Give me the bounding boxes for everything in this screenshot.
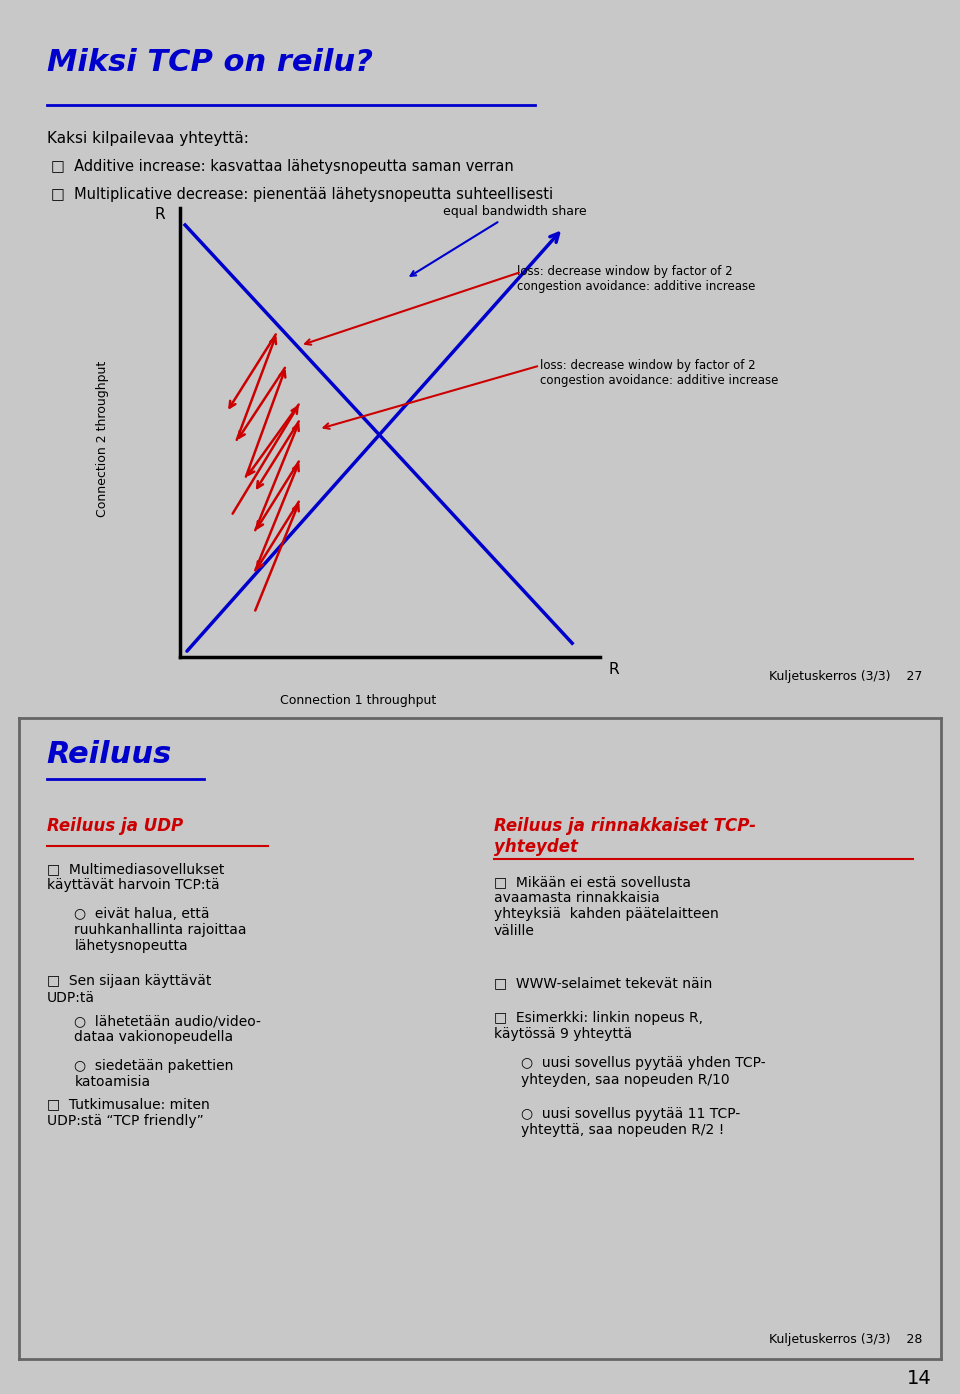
Text: R: R [609,662,619,677]
Text: 14: 14 [906,1369,931,1388]
Text: loss: decrease window by factor of 2
congestion avoidance: additive increase: loss: decrease window by factor of 2 con… [516,265,756,293]
Text: □  Mikään ei estä sovellusta
avaamasta rinnakkaisia
yhteyksiä  kahden päätelaitt: □ Mikään ei estä sovellusta avaamasta ri… [493,875,719,938]
Text: ○  siedetään pakettien
katoamisia: ○ siedetään pakettien katoamisia [75,1059,234,1089]
Text: □  Multimediasovellukset
käyttävät harvoin TCP:tä: □ Multimediasovellukset käyttävät harvoi… [47,861,225,892]
Text: ○  uusi sovellus pyytää yhden TCP-
yhteyden, saa nopeuden R/10: ○ uusi sovellus pyytää yhden TCP- yhteyd… [521,1057,766,1087]
Text: Connection 2 throughput: Connection 2 throughput [96,361,108,517]
Text: □  Tutkimusalue: miten
UDP:stä “TCP friendly”: □ Tutkimusalue: miten UDP:stä “TCP frien… [47,1097,209,1128]
Text: Kuljetuskerros (3/3)    27: Kuljetuskerros (3/3) 27 [769,671,923,683]
Text: □  Sen sijaan käyttävät
UDP:tä: □ Sen sijaan käyttävät UDP:tä [47,974,211,1005]
Text: Reiluus ja UDP: Reiluus ja UDP [47,817,183,835]
Text: ○  eivät halua, että
ruuhkanhallinta rajoittaa
lähetysnopeutta: ○ eivät halua, että ruuhkanhallinta rajo… [75,907,247,953]
Text: Connection 1 throughput: Connection 1 throughput [279,694,436,707]
Text: □  Additive increase: kasvattaa lähetysnopeutta saman verran: □ Additive increase: kasvattaa lähetysno… [52,159,515,174]
Text: □  WWW-selaimet tekevät näin: □ WWW-selaimet tekevät näin [493,976,712,990]
Text: □  Esimerkki: linkin nopeus R,
käytössä 9 yhteyttä: □ Esimerkki: linkin nopeus R, käytössä 9… [493,1011,703,1041]
Text: ○  lähetetään audio/video-
dataa vakionopeudella: ○ lähetetään audio/video- dataa vakionop… [75,1015,261,1044]
Text: Reiluus: Reiluus [47,740,172,769]
Text: □  Multiplicative decrease: pienentää lähetysnopeutta suhteellisesti: □ Multiplicative decrease: pienentää läh… [52,187,554,202]
Text: Reiluus ja rinnakkaiset TCP-
yhteydet: Reiluus ja rinnakkaiset TCP- yhteydet [493,817,756,856]
Text: loss: decrease window by factor of 2
congestion avoidance: additive increase: loss: decrease window by factor of 2 con… [540,358,779,386]
Text: ○  uusi sovellus pyytää 11 TCP-
yhteyttä, saa nopeuden R/2 !: ○ uusi sovellus pyytää 11 TCP- yhteyttä,… [521,1107,741,1138]
Text: Kuljetuskerros (3/3)    28: Kuljetuskerros (3/3) 28 [769,1333,923,1347]
Text: Miksi TCP on reilu?: Miksi TCP on reilu? [47,47,372,77]
Text: R: R [155,208,165,223]
Text: equal bandwidth share: equal bandwidth share [411,205,587,276]
Text: Kaksi kilpailevaa yhteyttä:: Kaksi kilpailevaa yhteyttä: [47,131,249,146]
